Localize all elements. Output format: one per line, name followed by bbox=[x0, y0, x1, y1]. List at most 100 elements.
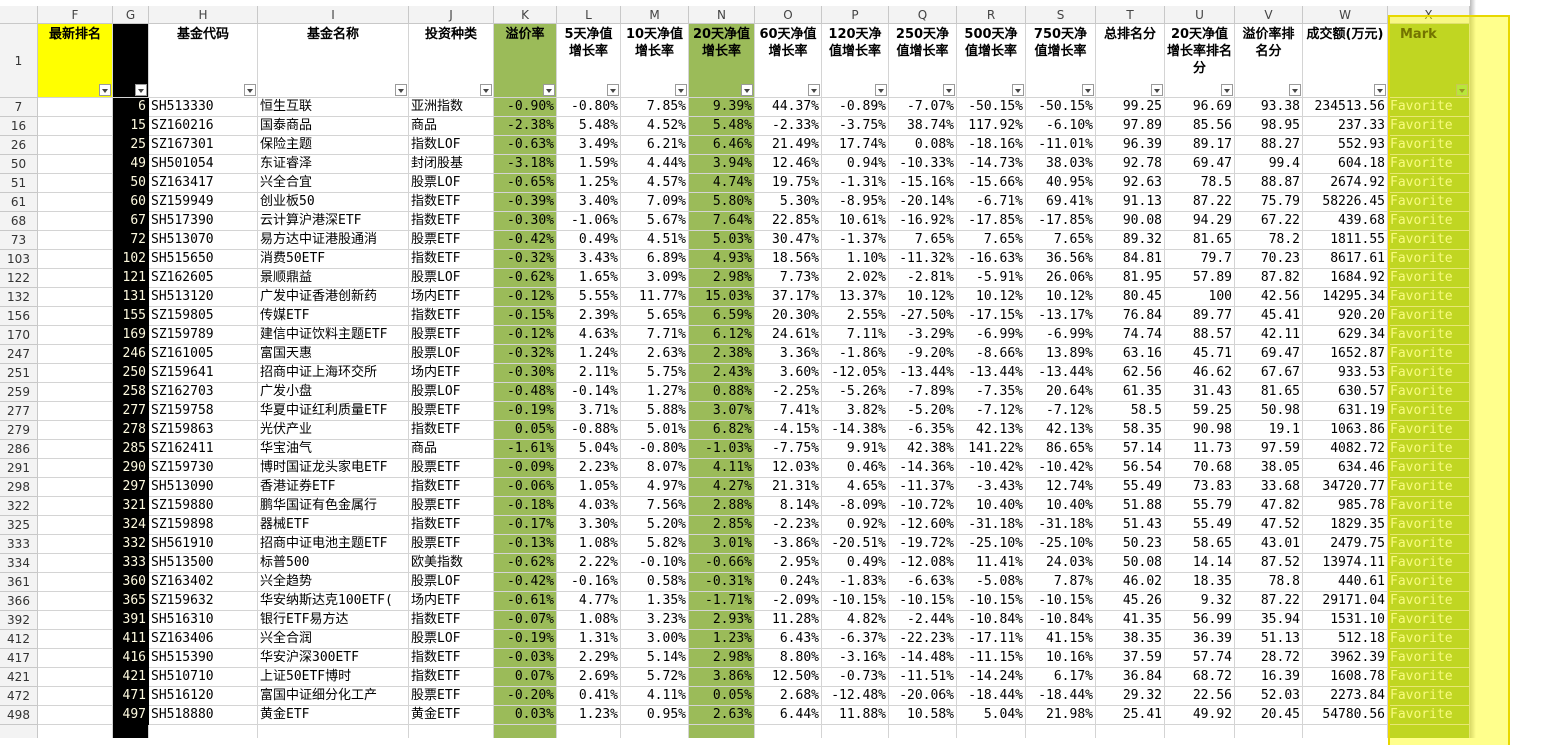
filter-button[interactable] bbox=[1289, 84, 1301, 96]
row-number[interactable]: 1 bbox=[0, 24, 38, 98]
row-number[interactable]: 73 bbox=[0, 231, 38, 250]
cell: 75.79 bbox=[1235, 193, 1303, 212]
column-letter[interactable]: K bbox=[494, 6, 557, 24]
row-number[interactable] bbox=[0, 725, 38, 738]
filter-button[interactable] bbox=[99, 84, 111, 96]
column-letter[interactable]: O bbox=[755, 6, 822, 24]
row-number[interactable]: 291 bbox=[0, 459, 38, 478]
column-letter[interactable]: M bbox=[621, 6, 689, 24]
cell: 6.43% bbox=[755, 630, 822, 649]
row-number[interactable]: 361 bbox=[0, 573, 38, 592]
column-letter[interactable]: U bbox=[1165, 6, 1235, 24]
column-letter[interactable]: N bbox=[689, 6, 755, 24]
cell: -1.61% bbox=[494, 440, 557, 459]
cell: -8.09% bbox=[822, 497, 889, 516]
filter-button[interactable] bbox=[1374, 84, 1386, 96]
cell: Favorite bbox=[1388, 231, 1470, 250]
row-number[interactable]: 286 bbox=[0, 440, 38, 459]
column-letter[interactable]: Q bbox=[889, 6, 957, 24]
column-letter[interactable]: R bbox=[957, 6, 1026, 24]
cell: -10.72% bbox=[889, 497, 957, 516]
column-letter[interactable]: J bbox=[409, 6, 494, 24]
row-number[interactable]: 277 bbox=[0, 402, 38, 421]
cell: 19.1 bbox=[1235, 421, 1303, 440]
row-number[interactable]: 417 bbox=[0, 649, 38, 668]
filter-button[interactable] bbox=[135, 84, 147, 96]
column-letter[interactable]: V bbox=[1235, 6, 1303, 24]
row-number[interactable]: 51 bbox=[0, 174, 38, 193]
cell: 81.95 bbox=[1096, 269, 1165, 288]
row-number[interactable]: 247 bbox=[0, 345, 38, 364]
row-number[interactable]: 122 bbox=[0, 269, 38, 288]
filter-button[interactable] bbox=[741, 84, 753, 96]
filter-button[interactable] bbox=[1082, 84, 1094, 96]
row-number[interactable]: 156 bbox=[0, 307, 38, 326]
cell: 57.74 bbox=[1165, 649, 1235, 668]
filter-button[interactable] bbox=[1012, 84, 1024, 96]
filter-button[interactable] bbox=[875, 84, 887, 96]
row-number[interactable]: 298 bbox=[0, 478, 38, 497]
cell: 67.67 bbox=[1235, 364, 1303, 383]
filter-button[interactable] bbox=[395, 84, 407, 96]
row-number[interactable]: 322 bbox=[0, 497, 38, 516]
row-number[interactable]: 259 bbox=[0, 383, 38, 402]
row-number[interactable]: 412 bbox=[0, 630, 38, 649]
row-number[interactable]: 26 bbox=[0, 136, 38, 155]
row-number[interactable]: 366 bbox=[0, 592, 38, 611]
filter-button[interactable] bbox=[543, 84, 555, 96]
filter-button[interactable] bbox=[244, 84, 256, 96]
cell: 3.23% bbox=[621, 611, 689, 630]
cell: -31.18% bbox=[957, 516, 1026, 535]
cell: 2.55% bbox=[822, 307, 889, 326]
cell: SZ159863 bbox=[149, 421, 258, 440]
cell: 50 bbox=[113, 174, 149, 193]
row-number[interactable]: 170 bbox=[0, 326, 38, 345]
row-number[interactable]: 50 bbox=[0, 155, 38, 174]
row-number[interactable]: 68 bbox=[0, 212, 38, 231]
row-number[interactable]: 333 bbox=[0, 535, 38, 554]
filter-button[interactable] bbox=[1456, 84, 1468, 96]
column-letter[interactable]: T bbox=[1096, 6, 1165, 24]
row-number[interactable]: 7 bbox=[0, 98, 38, 117]
row-number[interactable]: 472 bbox=[0, 687, 38, 706]
cell: 4.57% bbox=[621, 174, 689, 193]
filter-button[interactable] bbox=[943, 84, 955, 96]
row-number[interactable]: 279 bbox=[0, 421, 38, 440]
row-number[interactable]: 325 bbox=[0, 516, 38, 535]
row-number[interactable]: 103 bbox=[0, 250, 38, 269]
cell: 439.68 bbox=[1303, 212, 1388, 231]
cell: 7.73% bbox=[755, 269, 822, 288]
row-number[interactable]: 61 bbox=[0, 193, 38, 212]
row-number[interactable]: 132 bbox=[0, 288, 38, 307]
cell: -0.12% bbox=[494, 326, 557, 345]
cell: -0.12% bbox=[494, 288, 557, 307]
filter-button[interactable] bbox=[675, 84, 687, 96]
cell: 72 bbox=[113, 231, 149, 250]
column-letter[interactable]: L bbox=[557, 6, 621, 24]
column-letter[interactable]: G bbox=[113, 6, 149, 24]
column-letter[interactable]: W bbox=[1303, 6, 1388, 24]
row-number[interactable]: 498 bbox=[0, 706, 38, 725]
column-letter[interactable]: F bbox=[38, 6, 113, 24]
filter-button[interactable] bbox=[1221, 84, 1233, 96]
cell: 1.08% bbox=[557, 535, 621, 554]
row-number[interactable]: 251 bbox=[0, 364, 38, 383]
row-number[interactable]: 392 bbox=[0, 611, 38, 630]
column-letter[interactable]: P bbox=[822, 6, 889, 24]
row-number[interactable]: 421 bbox=[0, 668, 38, 687]
column-letter[interactable]: I bbox=[258, 6, 409, 24]
cell: SH516120 bbox=[149, 687, 258, 706]
row-number[interactable]: 16 bbox=[0, 117, 38, 136]
filter-button[interactable] bbox=[1151, 84, 1163, 96]
filter-button[interactable] bbox=[480, 84, 492, 96]
column-letter[interactable]: S bbox=[1026, 6, 1096, 24]
filter-button[interactable] bbox=[607, 84, 619, 96]
corner-cell[interactable] bbox=[0, 6, 38, 24]
cell bbox=[258, 725, 409, 738]
filter-button[interactable] bbox=[808, 84, 820, 96]
row-number[interactable]: 334 bbox=[0, 554, 38, 573]
sheet-edge-shadow bbox=[1470, 0, 1476, 738]
column-letter[interactable]: H bbox=[149, 6, 258, 24]
cell: 5.65% bbox=[621, 307, 689, 326]
